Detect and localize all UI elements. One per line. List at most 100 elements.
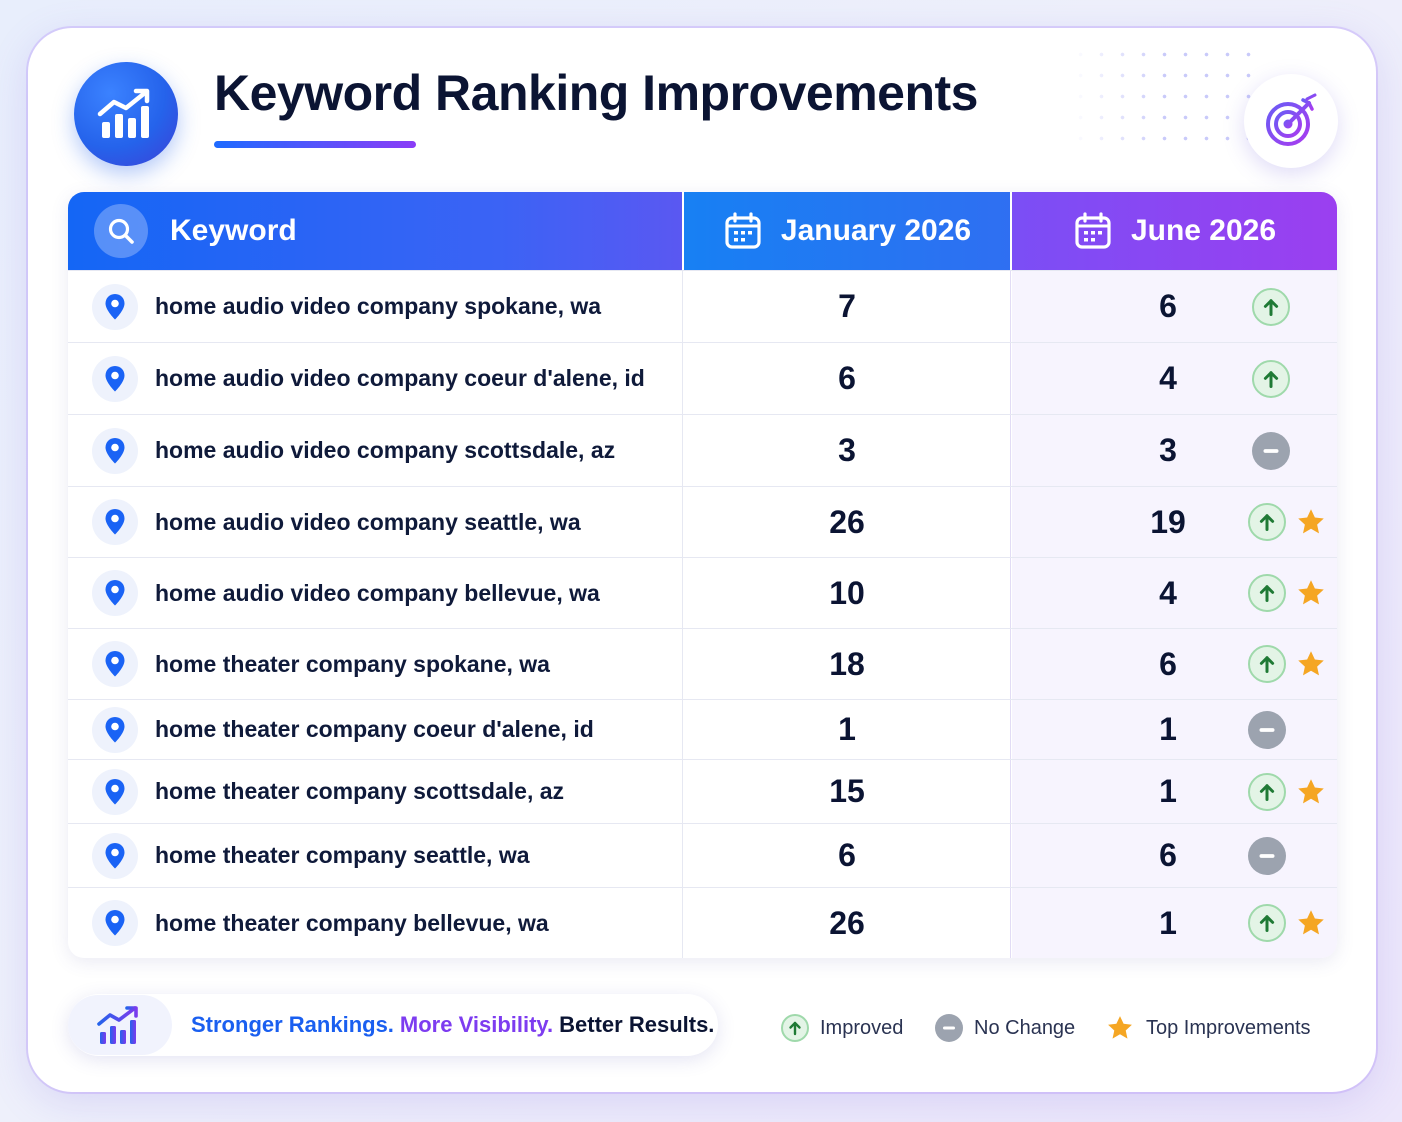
star-icon [1296,578,1326,608]
header-january: January 2026 [684,192,1010,270]
location-pin-icon [92,641,138,687]
table-row: home theater company spokane, wa 18 6 [68,628,1337,699]
june-cell: 1 [1012,760,1337,823]
legend-top: Top Improvements [1106,1012,1311,1044]
january-rank: 1 [684,700,1011,759]
june-cell: 6 [1012,271,1337,342]
minus-icon [935,1014,963,1042]
keyword-cell: home theater company bellevue, wa [68,888,683,958]
legend-improved: Improved [781,1012,903,1044]
keyword-text: home theater company coeur d'alene, id [155,716,594,742]
tagline-part-3: Better Results. [559,1012,715,1037]
ranking-table: Keyword January 2026 June 2026 home audi… [68,192,1337,958]
january-rank: 10 [684,558,1011,628]
star-icon [1106,1014,1134,1042]
june-cell: 6 [1012,824,1337,887]
tagline-banner: Stronger Rankings. More Visibility. Bett… [68,994,718,1056]
june-cell: 4 [1012,343,1337,414]
location-pin-icon [92,355,138,402]
june-rank: 4 [1159,574,1177,611]
keyword-text: home theater company bellevue, wa [155,909,549,936]
location-pin-icon [92,706,138,753]
june-rank: 19 [1150,503,1186,540]
june-cell: 3 [1012,415,1337,486]
january-rank: 6 [684,824,1011,887]
keyword-cell: home theater company scottsdale, az [68,760,683,823]
table-row: home audio video company seattle, wa 26 19 [68,486,1337,557]
calendar-icon [723,211,763,251]
search-icon [94,204,148,258]
june-rank: 1 [1159,773,1177,809]
tagline-part-2: More Visibility. [399,1012,554,1037]
june-cell: 1 [1012,700,1337,759]
legend-no-change: No Change [935,1012,1075,1044]
location-pin-icon [92,900,138,946]
june-rank: 6 [1159,837,1177,873]
table-row: home audio video company bellevue, wa 10 4 [68,557,1337,628]
header-june: June 2026 [1012,192,1337,270]
january-rank: 7 [684,271,1011,342]
june-rank: 6 [1159,288,1177,324]
tagline-part-1: Stronger Rankings. [191,1012,394,1037]
tagline-text: Stronger Rankings. More Visibility. Bett… [191,994,714,1056]
star-icon [1296,777,1326,807]
arrow-up-icon [781,1014,809,1042]
growth-chart-icon [74,62,178,166]
location-pin-icon [92,768,138,815]
legend-no-change-label: No Change [974,1016,1076,1039]
star-icon [1296,507,1326,537]
arrow-up-icon [1252,287,1290,326]
star-icon [1296,649,1326,679]
keyword-cell: home theater company spokane, wa [68,629,683,699]
june-cell: 4 [1012,558,1337,628]
keyword-cell: home theater company seattle, wa [68,824,683,887]
target-icon [1244,74,1338,168]
arrow-up-icon [1248,574,1286,612]
june-rank: 1 [1159,711,1177,747]
keyword-cell: home theater company coeur d'alene, id [68,700,683,759]
arrow-up-icon [1252,359,1290,398]
keyword-text: home audio video company spokane, wa [155,293,602,319]
table-row: home audio video company spokane, wa 7 6 [68,270,1337,342]
keyword-text: home audio video company bellevue, wa [155,579,600,606]
minus-icon [1248,710,1286,749]
minus-icon [1248,836,1286,875]
title-underline [214,141,416,148]
june-cell: 1 [1012,888,1337,958]
keyword-cell: home audio video company coeur d'alene, … [68,343,683,414]
june-cell: 19 [1012,487,1337,557]
location-pin-icon [92,570,138,616]
growth-chart-icon [68,995,172,1055]
january-rank: 26 [684,487,1011,557]
star-icon [1296,908,1326,938]
january-rank: 26 [684,888,1011,958]
table-row: home audio video company scottsdale, az 3… [68,414,1337,486]
arrow-up-icon [1248,772,1286,811]
arrow-up-icon [1248,503,1286,541]
january-rank: 6 [684,343,1011,414]
june-rank: 6 [1159,645,1177,682]
keyword-text: home audio video company seattle, wa [155,508,581,535]
decorative-dots [1070,44,1260,144]
january-rank: 3 [684,415,1011,486]
january-rank: 18 [684,629,1011,699]
minus-icon [1252,431,1290,470]
table-header: Keyword January 2026 June 2026 [68,192,1337,270]
legend-improved-label: Improved [820,1016,904,1039]
table-row: home theater company seattle, wa 6 6 [68,823,1337,887]
keyword-text: home theater company spokane, wa [155,650,550,677]
keyword-cell: home audio video company spokane, wa [68,271,683,342]
keyword-text: home audio video company scottsdale, az [155,437,616,463]
table-row: home theater company bellevue, wa 26 1 [68,887,1337,958]
arrow-up-icon [1248,904,1286,942]
keyword-text: home theater company seattle, wa [155,842,530,868]
header-january-label: January 2026 [780,214,972,247]
arrow-up-icon [1248,645,1286,683]
table-row: home audio video company coeur d'alene, … [68,342,1337,414]
june-rank: 3 [1159,432,1177,468]
keyword-cell: home audio video company scottsdale, az [68,415,683,486]
keyword-cell: home audio video company bellevue, wa [68,558,683,628]
header-keyword: Keyword [68,192,682,270]
header-june-label: June 2026 [1130,214,1277,247]
location-pin-icon [92,283,138,330]
